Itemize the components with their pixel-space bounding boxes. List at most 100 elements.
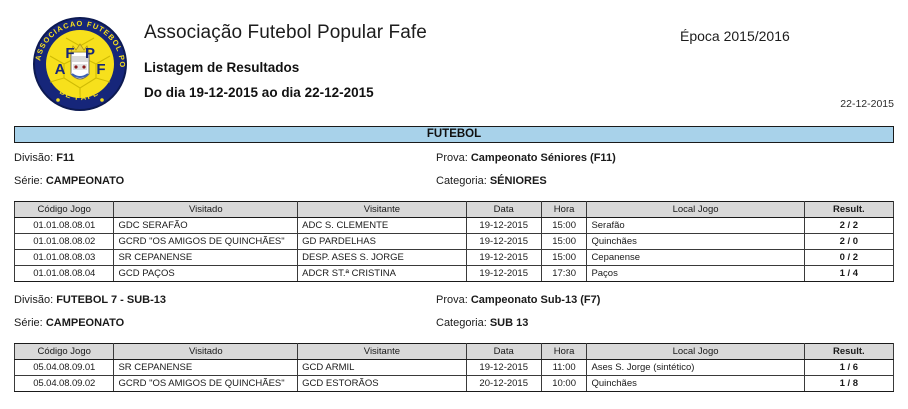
cell-result: 2 / 0 xyxy=(803,233,895,250)
divisao-label: Divisão: xyxy=(14,152,54,164)
column-header-result: Result. xyxy=(803,343,895,360)
column-header-home: Visitado xyxy=(113,343,299,360)
table-header-row: Código Jogo Visitado Visitante Data Hora… xyxy=(13,201,895,218)
column-header-away: Visitante xyxy=(297,201,467,218)
cell-date: 20-12-2015 xyxy=(465,375,542,392)
cell-result: 1 / 6 xyxy=(803,359,895,376)
cell-away: DESP. ASES S. JORGE xyxy=(297,249,467,266)
column-header-venue: Local Jogo xyxy=(586,343,805,360)
prova-field: Prova: Campeonato Séniores (F11) xyxy=(436,152,616,164)
column-header-away: Visitante xyxy=(297,343,467,360)
cell-venue: Paços xyxy=(586,265,805,282)
serie-field: Série: CAMPEONATO xyxy=(14,317,124,329)
cell-time: 11:00 xyxy=(540,359,588,376)
cell-result: 0 / 2 xyxy=(803,249,895,266)
prova-field: Prova: Campeonato Sub-13 (F7) xyxy=(436,294,600,306)
season-label: Época 2015/2016 xyxy=(680,28,790,44)
cell-away: GD PARDELHAS xyxy=(297,233,467,250)
cell-venue: Cepanense xyxy=(586,249,805,266)
cell-home: GCRD "OS AMIGOS DE QUINCHÃES" xyxy=(113,375,299,392)
table-body: 05.04.08.09.01 SR CEPANENSE GCD ARMIL 19… xyxy=(13,359,895,392)
divisao-field: Divisão: FUTEBOL 7 - SUB-13 xyxy=(14,294,166,306)
serie-value: CAMPEONATO xyxy=(45,175,125,187)
column-header-code: Código Jogo xyxy=(13,343,115,360)
svg-text:P: P xyxy=(85,45,95,62)
results-table-section-2: Código Jogo Visitado Visitante Data Hora… xyxy=(13,343,895,392)
serie-value: CAMPEONATO xyxy=(45,317,125,329)
column-header-result: Result. xyxy=(803,201,895,218)
categoria-value: SÉNIORES xyxy=(489,175,547,187)
cell-venue: Serafão xyxy=(586,217,805,234)
cell-home: SR CEPANENSE xyxy=(113,249,299,266)
cell-time: 10:00 xyxy=(540,375,588,392)
svg-text:A: A xyxy=(55,61,66,78)
column-header-date: Data xyxy=(465,201,542,218)
cell-code: 05.04.08.09.02 xyxy=(13,375,115,392)
cell-away: ADC S. CLEMENTE xyxy=(297,217,467,234)
column-header-venue: Local Jogo xyxy=(586,201,805,218)
column-header-home: Visitado xyxy=(113,201,299,218)
cell-time: 15:00 xyxy=(540,233,588,250)
cell-date: 19-12-2015 xyxy=(465,217,542,234)
cell-result: 2 / 2 xyxy=(803,217,895,234)
table-body: 01.01.08.08.01 GDC SERAFÃO ADC S. CLEMEN… xyxy=(13,217,895,282)
table-header-row: Código Jogo Visitado Visitante Data Hora… xyxy=(13,343,895,360)
cell-code: 01.01.08.08.02 xyxy=(13,233,115,250)
cell-time: 15:00 xyxy=(540,249,588,266)
divisao-field: Divisão: F11 xyxy=(14,152,75,164)
crest-icon: F P A F ASSOCIACAO FUTEBOL POPULAR DE FA… xyxy=(26,12,127,111)
print-date: 22-12-2015 xyxy=(840,98,894,110)
table-row[interactable]: 05.04.08.09.02 GCRD "OS AMIGOS DE QUINCH… xyxy=(13,375,895,392)
table-row[interactable]: 01.01.08.08.02 GCRD "OS AMIGOS DE QUINCH… xyxy=(13,233,895,250)
categoria-label: Categoria: xyxy=(436,175,487,187)
prova-label: Prova: xyxy=(436,294,468,306)
cell-venue: Quinchães xyxy=(586,375,805,392)
svg-text:F: F xyxy=(65,45,74,62)
cell-venue: Ases S. Jorge (sintético) xyxy=(586,359,805,376)
prova-value: Campeonato Sub-13 (F7) xyxy=(470,294,601,306)
report-title: Listagem de Resultados xyxy=(144,60,300,75)
cell-home: SR CEPANENSE xyxy=(113,359,299,376)
categoria-value: SUB 13 xyxy=(489,317,529,329)
divisao-value: F11 xyxy=(56,152,75,164)
categoria-label: Categoria: xyxy=(436,317,487,329)
cell-home: GCRD "OS AMIGOS DE QUINCHÃES" xyxy=(113,233,299,250)
cell-date: 19-12-2015 xyxy=(465,233,542,250)
cell-code: 01.01.08.08.01 xyxy=(13,217,115,234)
cell-date: 19-12-2015 xyxy=(465,265,542,282)
column-header-time: Hora xyxy=(540,201,588,218)
results-table-section-1: Código Jogo Visitado Visitante Data Hora… xyxy=(13,201,895,282)
cell-date: 19-12-2015 xyxy=(465,359,542,376)
column-header-date: Data xyxy=(465,343,542,360)
municipal-shield-icon xyxy=(70,43,90,80)
cell-result: 1 / 4 xyxy=(803,265,895,282)
categoria-field: Categoria: SUB 13 xyxy=(436,317,528,329)
cell-code: 01.01.08.08.04 xyxy=(13,265,115,282)
cell-date: 19-12-2015 xyxy=(465,249,542,266)
cell-venue: Quinchães xyxy=(586,233,805,250)
table-row[interactable]: 01.01.08.08.04 GCD PAÇOS ADCR ST.ª CRIST… xyxy=(13,265,895,282)
cell-time: 15:00 xyxy=(540,217,588,234)
cell-code: 01.01.08.08.03 xyxy=(13,249,115,266)
divisao-value: FUTEBOL 7 - SUB-13 xyxy=(56,294,166,306)
report-header: F P A F ASSOCIACAO FUTEBOL POPULAR DE FA… xyxy=(0,0,908,122)
table-row[interactable]: 01.01.08.08.01 GDC SERAFÃO ADC S. CLEMEN… xyxy=(13,217,895,234)
serie-field: Série: CAMPEONATO xyxy=(14,175,124,187)
report-date-range: Do dia 19-12-2015 ao dia 22-12-2015 xyxy=(144,85,374,100)
serie-label: Série: xyxy=(14,175,43,187)
svg-text:F: F xyxy=(96,61,105,78)
table-row[interactable]: 01.01.08.08.03 SR CEPANENSE DESP. ASES S… xyxy=(13,249,895,266)
cell-away: GCD ARMIL xyxy=(297,359,467,376)
afp-fafe-crest-logo: F P A F ASSOCIACAO FUTEBOL POPULAR DE FA… xyxy=(26,12,134,116)
cell-home: GCD PAÇOS xyxy=(113,265,299,282)
column-header-time: Hora xyxy=(540,343,588,360)
cell-away: GCD ESTORÃOS xyxy=(297,375,467,392)
prova-value: Campeonato Séniores (F11) xyxy=(470,152,616,164)
cell-away: ADCR ST.ª CRISTINA xyxy=(297,265,467,282)
divisao-label: Divisão: xyxy=(14,294,54,306)
sport-banner: FUTEBOL xyxy=(14,126,894,143)
table-row[interactable]: 05.04.08.09.01 SR CEPANENSE GCD ARMIL 19… xyxy=(13,359,895,376)
column-header-code: Código Jogo xyxy=(13,201,115,218)
cell-result: 1 / 8 xyxy=(803,375,895,392)
cell-time: 17:30 xyxy=(540,265,588,282)
